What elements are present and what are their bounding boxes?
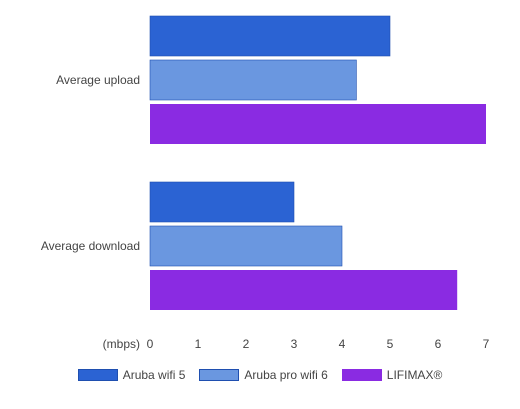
- legend: Aruba wifi 5 Aruba pro wifi 6 LIFIMAX®: [0, 364, 520, 386]
- bars-layer: [149, 15, 486, 310]
- bar-0-1: [149, 59, 357, 101]
- x-tick-label: 2: [243, 337, 250, 351]
- bar-1-2: [150, 270, 458, 310]
- x-tick-label: 5: [387, 337, 394, 351]
- legend-item: Aruba pro wifi 6: [199, 368, 328, 382]
- x-tick-label: 3: [291, 337, 298, 351]
- legend-label: LIFIMAX®: [386, 368, 443, 382]
- legend-label: Aruba wifi 5: [122, 368, 186, 382]
- legend-swatch: [199, 369, 240, 381]
- category-labels: Average upload Average download: [41, 73, 140, 253]
- x-tick-label: 0: [147, 337, 154, 351]
- x-tick-label: 1: [195, 337, 202, 351]
- x-axis: (mbps) 0 1 2 3 4 5 6 7: [103, 337, 490, 351]
- bar-1-0: [149, 181, 295, 223]
- bar-1-1: [149, 225, 343, 267]
- bar-0-2: [150, 104, 486, 144]
- legend-swatch: [341, 369, 382, 381]
- legend-label: Aruba pro wifi 6: [244, 368, 328, 382]
- bar-0-0: [149, 15, 391, 57]
- category-label: Average upload: [56, 73, 140, 87]
- x-tick-label: 7: [483, 337, 490, 351]
- x-tick-label: 6: [435, 337, 442, 351]
- legend-item: LIFIMAX®: [341, 368, 443, 382]
- legend-swatch: [77, 369, 118, 381]
- x-axis-unit-label: (mbps): [103, 337, 140, 351]
- category-label: Average download: [41, 239, 140, 253]
- x-tick-label: 4: [339, 337, 346, 351]
- legend-item: Aruba wifi 5: [77, 368, 186, 382]
